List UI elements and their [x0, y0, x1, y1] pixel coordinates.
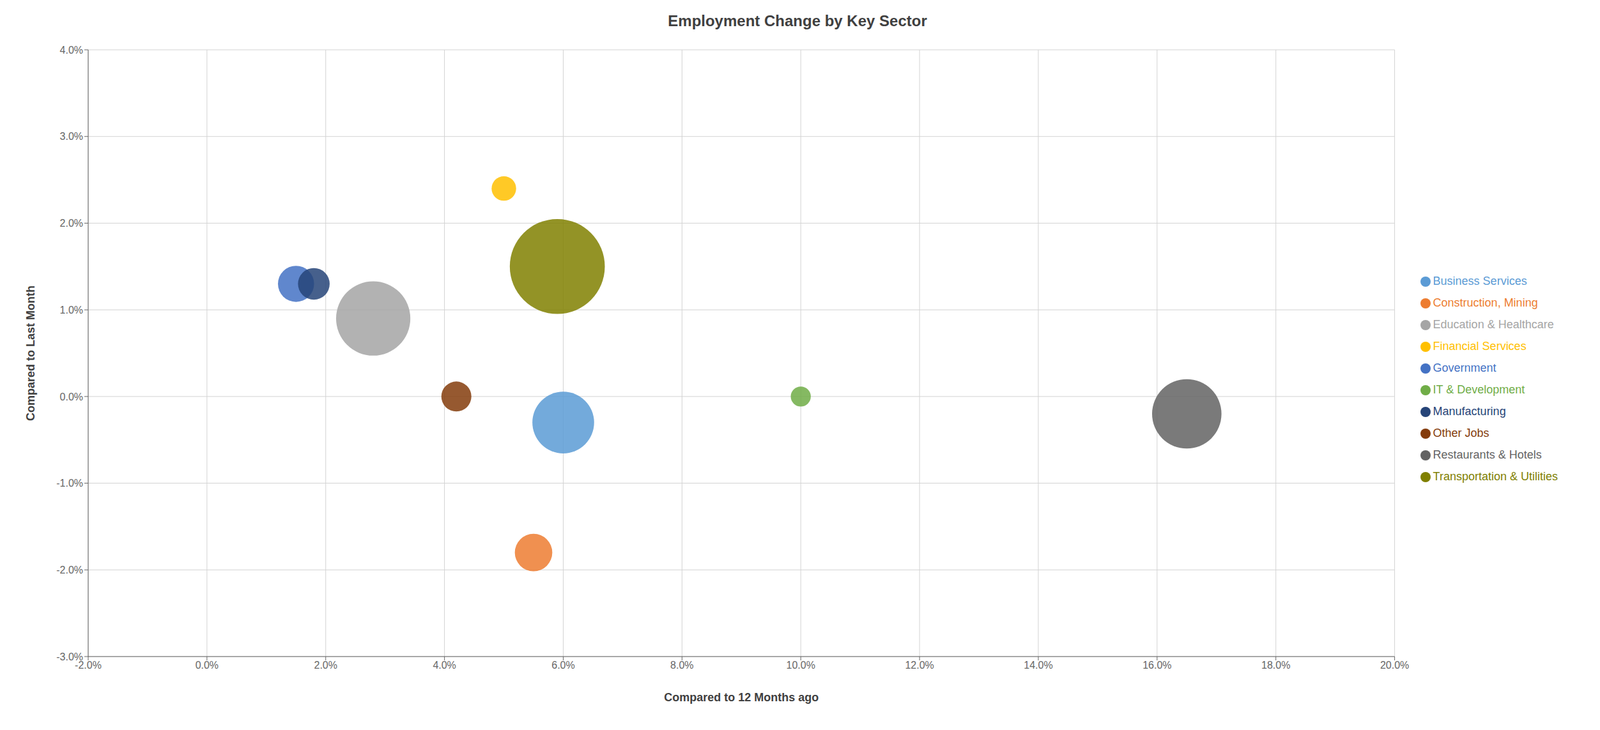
svg-text:-1.0%: -1.0% — [56, 477, 84, 489]
html-text:Other Jobs: Other Jobs — [1432, 426, 1490, 440]
svg-text:1.0%: 1.0% — [60, 304, 84, 316]
html-text:Business Services: Business Services — [1432, 274, 1527, 288]
html-text:Government: Government — [1432, 361, 1497, 375]
svg-text:4.0%: 4.0% — [60, 44, 84, 56]
svg-text:-2.0%: -2.0% — [56, 564, 84, 576]
svg-text:14.0%: 14.0% — [1023, 660, 1053, 671]
html-text:Financial Services: Financial Services — [1432, 339, 1527, 353]
svg-text:4.0%: 4.0% — [432, 660, 456, 671]
svg-text:6.0%: 6.0% — [551, 660, 575, 671]
svg-text:0.0%: 0.0% — [60, 391, 84, 403]
svg-text:-2.0%: -2.0% — [74, 660, 102, 672]
svg-text:2.0%: 2.0% — [60, 217, 84, 229]
svg-text:8.0%: 8.0% — [670, 660, 694, 671]
svg-text:2.0%: 2.0% — [314, 660, 338, 671]
svg-text:Compared to 12 Months ago: Compared to 12 Months ago — [663, 691, 819, 705]
svg-text:Compared to Last Month: Compared to Last Month — [24, 285, 38, 422]
html-text:Employment Change by Key Secto: Employment Change by Key Sector — [667, 12, 927, 30]
svg-text:3.0%: 3.0% — [60, 130, 84, 142]
html-text:Construction, Mining: Construction, Mining — [1432, 296, 1538, 310]
svg-text:10.0%: 10.0% — [786, 660, 816, 671]
svg-text:-3.0%: -3.0% — [56, 651, 84, 663]
html-text:Transportation & Utilities: Transportation & Utilities — [1432, 470, 1558, 484]
svg-text:12.0%: 12.0% — [904, 660, 934, 671]
html-text:Restaurants & Hotels: Restaurants & Hotels — [1432, 448, 1542, 462]
html-text:Education & Healthcare: Education & Healthcare — [1432, 318, 1554, 331]
svg-text:20.0%: 20.0% — [1380, 660, 1409, 671]
svg-text:16.0%: 16.0% — [1142, 660, 1172, 671]
svg-text:18.0%: 18.0% — [1261, 660, 1291, 671]
html-text:Manufacturing: Manufacturing — [1432, 405, 1506, 418]
html-text:IT & Development: IT & Development — [1432, 383, 1525, 397]
svg-text:0.0%: 0.0% — [195, 660, 219, 671]
